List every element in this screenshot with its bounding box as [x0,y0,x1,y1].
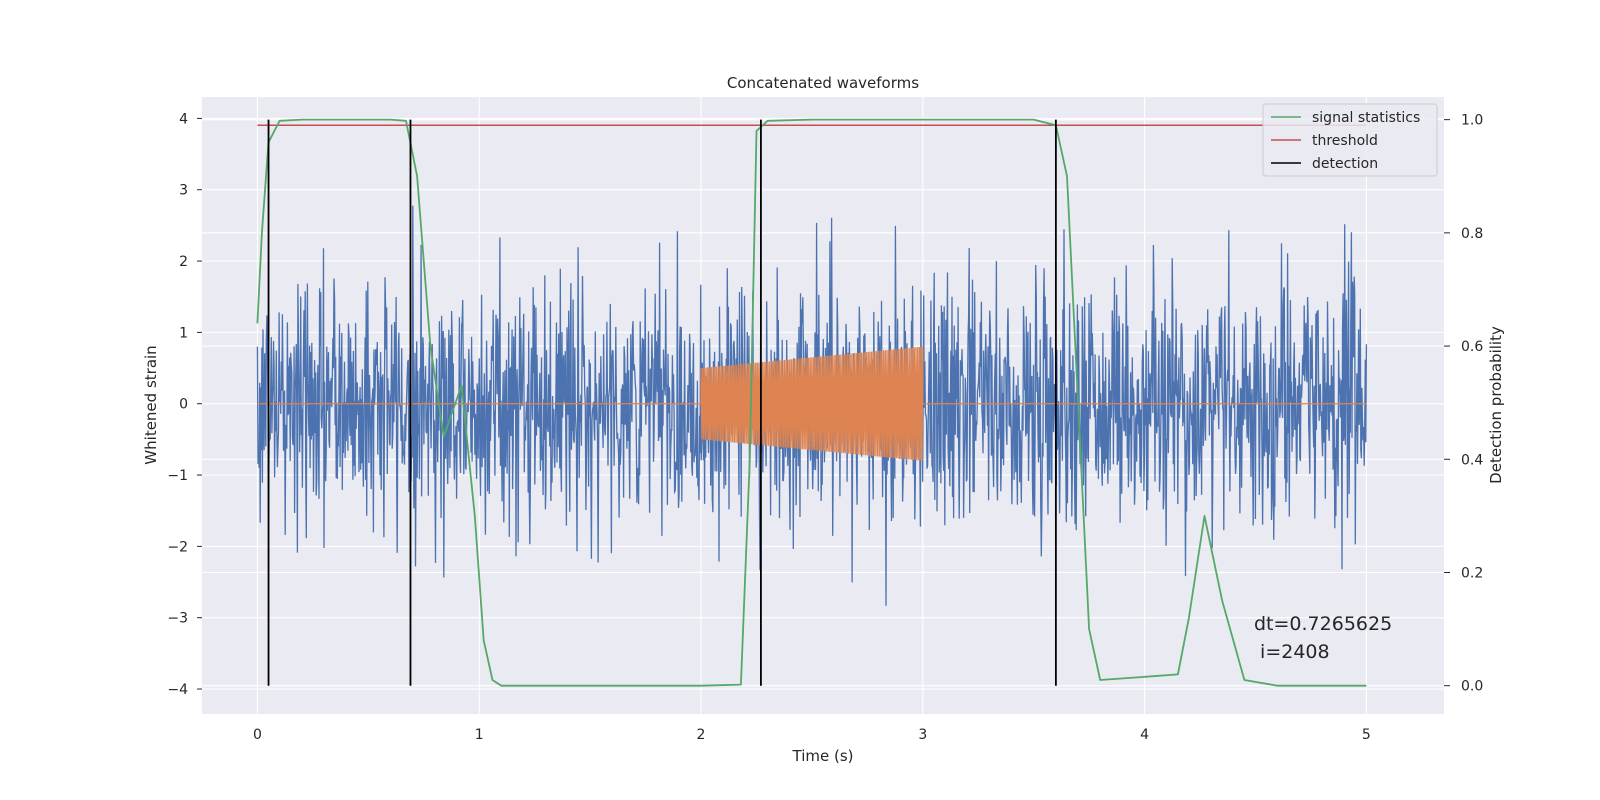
y-right-tick-label: 0.4 [1461,452,1483,468]
series-line-injection [257,346,1367,461]
chart-title: Concatenated waveforms [727,74,919,92]
legend: signal statistics threshold detection [1262,103,1438,177]
y-right-tick-label: 0.2 [1461,565,1483,581]
annotation-dt: dt=0.7265625 [1254,613,1392,635]
y-tick-label: 1 [179,325,188,341]
legend-label-signal: signal statistics [1312,110,1420,126]
x-tick-label: 2 [697,727,706,743]
x-axis-label: Time (s) [792,747,854,765]
legend-label-threshold: threshold [1312,133,1378,149]
x-tick-label: 5 [1362,727,1371,743]
y-right-tick-label: 1.0 [1461,113,1483,129]
y-tick-label: −3 [167,611,188,627]
y-right-tick-label: 0.8 [1461,226,1483,242]
annotation: dt=0.7265625 i=2408 [1254,613,1392,663]
y-axis-label: Whitened strain [142,345,160,464]
y-tick-label: −2 [167,539,188,555]
x-tick-label: 3 [918,727,927,743]
y-right-tick-label: 0.6 [1461,339,1483,355]
y-right-tick-label: 0.0 [1461,679,1483,695]
legend-box [1262,103,1438,177]
ticks: 0 1 2 3 4 5 −4 −3 −2 −1 0 1 2 3 4 0.0 0.2 0.4 0.6 0.8 1.0 [167,111,1483,743]
x-tick-label: 0 [253,727,262,743]
annotation-i: i=2408 [1254,641,1330,663]
series-line-signal-statistics [256,118,1367,687]
y-tick-label: 3 [179,183,188,199]
y-tick-label: 4 [179,111,188,127]
legend-label-detection: detection [1312,156,1378,172]
y-tick-label: 0 [179,397,188,413]
y-tick-label: −1 [167,468,188,484]
x-tick-label: 1 [475,727,484,743]
y-tick-label: 2 [179,254,188,270]
y-tick-label: −4 [167,682,188,698]
y-axis-label-right: Detection probability [1487,326,1505,484]
x-tick-label: 4 [1140,727,1149,743]
